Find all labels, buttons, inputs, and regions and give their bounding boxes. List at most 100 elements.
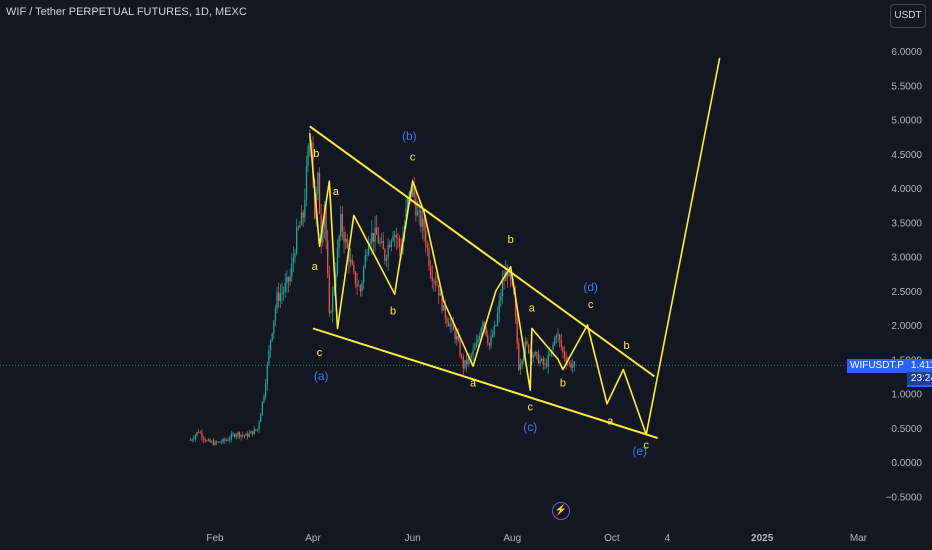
candle-body — [385, 258, 388, 261]
candle-body — [235, 434, 237, 437]
candle-body — [196, 432, 198, 436]
candle-body — [568, 362, 571, 364]
candle-body — [268, 350, 270, 364]
candle-body — [376, 227, 378, 235]
candle-body — [296, 227, 298, 254]
candle-body — [201, 432, 203, 438]
candle-body — [199, 432, 201, 434]
candle-body — [305, 165, 308, 201]
candle-body — [250, 431, 252, 434]
wave-label: a — [333, 186, 340, 198]
candle-body — [425, 230, 427, 245]
candle-body — [465, 360, 468, 365]
candle-body — [211, 441, 213, 443]
candle-body — [292, 257, 295, 263]
candle-body — [214, 441, 216, 446]
elliott-wave-drawing[interactable] — [308, 57, 721, 439]
candle-body — [462, 356, 464, 369]
lightning-icon[interactable]: ⚡ — [552, 502, 570, 520]
candle-body — [237, 432, 239, 435]
candle-body — [304, 200, 306, 218]
candle-body — [220, 441, 223, 443]
candle-body — [542, 358, 544, 365]
candle-body — [475, 342, 477, 348]
candle-body — [421, 218, 424, 228]
candle-body — [222, 438, 224, 442]
candle-body — [529, 351, 531, 353]
wave-path — [308, 57, 721, 436]
candle-body — [503, 280, 505, 282]
candle-body — [318, 173, 321, 214]
candle-body — [227, 440, 229, 442]
price-tick-label: 2.0000 — [891, 321, 922, 332]
candle-body — [191, 439, 193, 441]
candle-body — [472, 349, 474, 356]
candle-body — [287, 276, 290, 282]
candle-body — [193, 438, 195, 440]
candle-body — [374, 227, 376, 242]
chart-title: WIF / Tether PERPETUAL FUTURES, 1D, MEXC — [6, 6, 247, 18]
candle-body — [459, 340, 461, 356]
candle-body — [207, 439, 210, 441]
candle-body — [297, 227, 299, 229]
candle-body — [240, 434, 242, 437]
candle-body — [243, 435, 246, 437]
time-tick-label: Aug — [503, 533, 521, 544]
candle-body — [480, 327, 482, 336]
candle-body — [524, 341, 526, 355]
candle-body — [387, 245, 389, 259]
upper-trendline — [309, 125, 655, 378]
candle-body — [565, 357, 567, 363]
candle-body — [266, 363, 268, 384]
candle-body — [526, 341, 528, 345]
candle-body — [269, 340, 272, 351]
candle-body — [338, 236, 340, 249]
candle-body — [477, 339, 479, 343]
time-tick-label: 2025 — [751, 533, 774, 544]
candle-body — [189, 440, 192, 441]
candle-body — [336, 248, 339, 274]
candle-body — [247, 433, 249, 437]
candle-body — [291, 262, 293, 277]
candle-body — [423, 218, 425, 231]
degree-label: (a) — [314, 369, 329, 383]
candle-body — [495, 325, 497, 326]
candle-body — [327, 240, 329, 274]
candle-body — [485, 326, 487, 336]
candle-body — [328, 273, 330, 313]
wave-label: b — [313, 148, 319, 160]
time-tick-label: Jun — [405, 533, 421, 544]
time-tick-label: Feb — [206, 533, 224, 544]
degree-label: (d) — [583, 280, 598, 294]
candle-body — [562, 347, 564, 352]
candle-body — [389, 245, 391, 247]
candle-body — [273, 320, 275, 334]
candle-body — [457, 335, 460, 341]
time-axis[interactable]: Feb Apr Jun Aug Oct 4 2025 Mar — [206, 533, 867, 544]
candle-body — [361, 282, 363, 292]
bar-countdown: 23:24:20 — [906, 372, 932, 385]
candle-body — [367, 244, 370, 256]
candle-body — [488, 343, 491, 346]
candle-body — [492, 335, 494, 337]
candle-body — [527, 344, 530, 353]
candle-body — [429, 266, 432, 277]
candle-body — [317, 173, 319, 194]
candle-body — [282, 291, 285, 294]
candle-body — [487, 335, 489, 344]
candle-body — [418, 210, 420, 212]
price-tick-label: −0.5000 — [886, 492, 923, 503]
candle-body — [261, 401, 264, 414]
candle-body — [545, 363, 548, 367]
candle-body — [420, 210, 422, 228]
candle-body — [483, 322, 486, 327]
wave-label: c — [588, 299, 594, 311]
price-axis[interactable]: 6.0000 5.5000 5.0000 4.5000 4.0000 3.5000 3.00… — [886, 47, 923, 503]
candle-body — [508, 270, 510, 277]
time-tick-label: Apr — [305, 533, 321, 544]
currency-button[interactable]: USDT — [890, 4, 926, 28]
candle-body — [534, 352, 536, 356]
last-price-value: 1.4110 — [910, 360, 932, 371]
candle-body — [253, 429, 255, 435]
